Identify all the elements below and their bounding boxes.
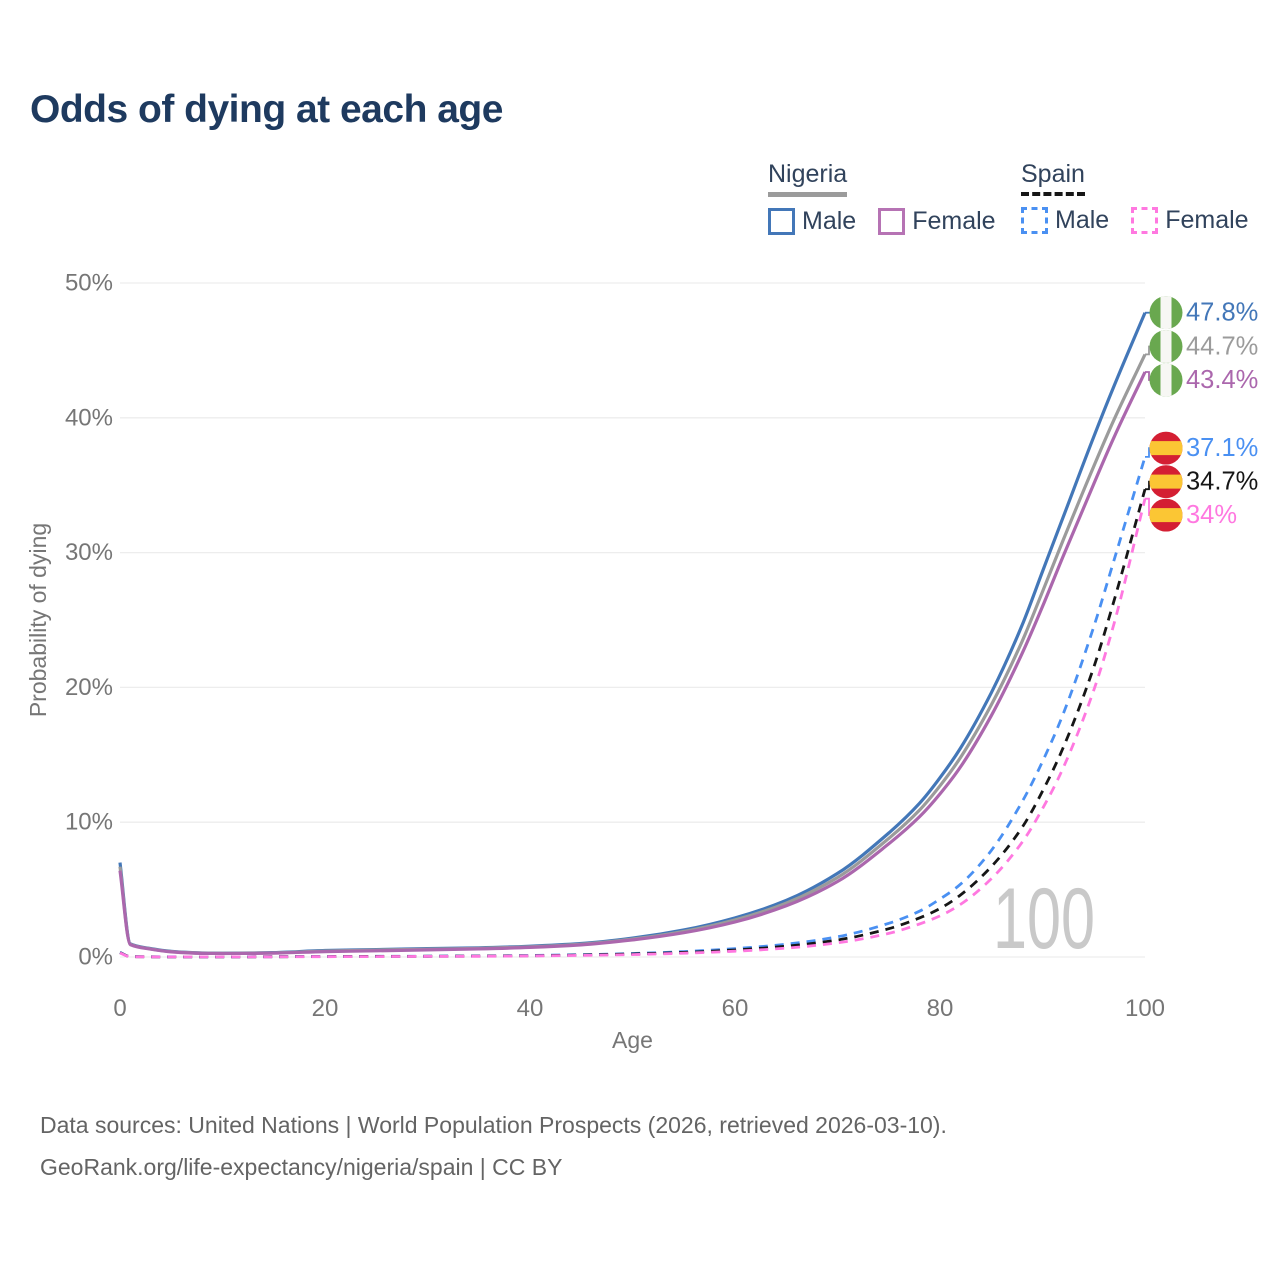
end-value-label: 34% (1186, 501, 1237, 529)
x-tick-label: 60 (722, 995, 749, 1022)
spain-flag-icon (1149, 465, 1183, 499)
nigeria-flag-icon (1149, 363, 1183, 397)
x-axis-title: Age (612, 1027, 653, 1053)
footer-attribution: GeoRank.org/life-expectancy/nigeria/spai… (40, 1154, 563, 1180)
y-tick-label: 50% (65, 270, 113, 297)
spain-male-swatch-icon (1021, 207, 1048, 234)
nigeria-male-swatch-icon (768, 208, 795, 235)
nigeria-female-swatch-icon (878, 208, 906, 235)
legend-label-spain-female: Female (1165, 206, 1249, 234)
y-tick-label: 40% (65, 404, 113, 431)
footer-data-sources: Data sources: United Nations | World Pop… (40, 1112, 947, 1138)
legend-item-spain-male[interactable]: Male (1021, 206, 1109, 235)
nigeria-flag-icon (1149, 329, 1183, 363)
x-tick-label: 80 (927, 995, 954, 1022)
nigeria-flag-icon (1149, 296, 1183, 330)
series-line-nigeria (118, 353, 1147, 955)
end-value-label: 34.7% (1186, 468, 1258, 496)
y-tick-label: 10% (65, 809, 113, 836)
y-tick-label: 20% (65, 674, 113, 701)
age-watermark: 100 (993, 871, 1095, 967)
legend-item-nigeria-female[interactable]: Female (878, 207, 996, 236)
legend-row-nigeria: Male Female (768, 207, 996, 236)
end-value-label: 44.7% (1186, 332, 1258, 360)
end-value-label: 47.8% (1186, 299, 1258, 327)
series-line-nigeria-female (118, 371, 1147, 956)
x-tick-label: 40 (517, 995, 544, 1022)
x-tick-label: 20 (312, 995, 339, 1022)
spain-female-swatch-icon (1131, 207, 1159, 234)
series-line-spain-female (119, 498, 1147, 959)
spain-flag-icon (1149, 431, 1183, 465)
legend-country-nigeria[interactable]: Nigeria (768, 160, 848, 197)
y-tick-label: 30% (65, 539, 113, 566)
legend-item-spain-female[interactable]: Female (1131, 206, 1249, 235)
legend-label-spain-male: Male (1055, 206, 1110, 234)
end-value-label: 37.1% (1186, 434, 1258, 462)
series-line-spain (119, 488, 1147, 959)
y-axis-title: Probability of dying (25, 523, 51, 717)
y-tick-label: 0% (78, 944, 113, 971)
legend-group-spain: Spain Male Female (1021, 160, 1249, 235)
legend-country-spain[interactable]: Spain (1021, 160, 1085, 196)
series-line-spain-male (119, 456, 1147, 959)
spain-flag-icon (1149, 498, 1183, 532)
page-title: Odds of dying at each age (30, 88, 503, 131)
legend-item-nigeria-male[interactable]: Male (768, 207, 856, 236)
legend-label-nigeria-male: Male (802, 207, 857, 235)
legend-row-spain: Male Female (1021, 206, 1249, 235)
end-value-label: 43.4% (1186, 366, 1258, 394)
footer: Data sources: United Nations | World Pop… (40, 1104, 947, 1188)
legend-group-nigeria: Nigeria Male Female (768, 160, 996, 236)
legend-label-nigeria-female: Female (912, 207, 996, 235)
series-line-nigeria-male (118, 312, 1147, 955)
x-tick-label: 100 (1125, 995, 1165, 1022)
x-tick-label: 0 (113, 995, 126, 1022)
